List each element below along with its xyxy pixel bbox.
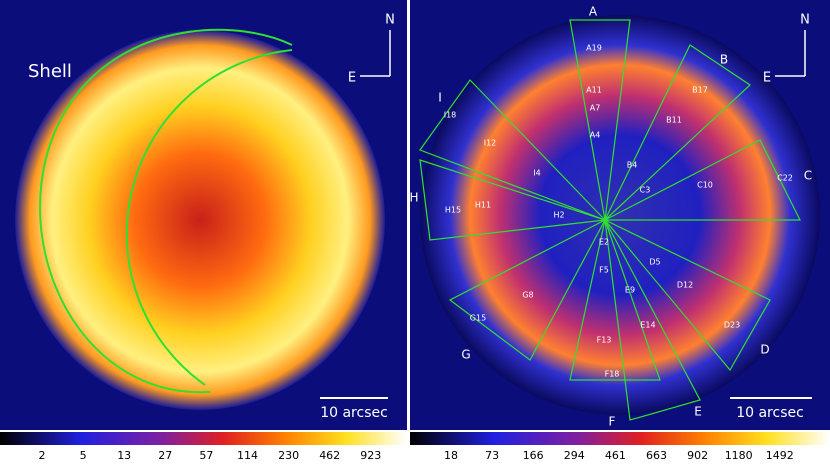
sector-label: G8 (522, 291, 533, 300)
colorbar-tick: 2 (39, 449, 46, 462)
sector-label: C3 (640, 186, 651, 195)
colorbar-tick: 1180 (725, 449, 753, 462)
compass-east: E (348, 71, 356, 86)
sector-label: B17 (692, 86, 708, 95)
sector-label: A11 (586, 86, 602, 95)
region-label: G (461, 348, 470, 362)
sector-label: G15 (470, 314, 486, 323)
sector-label: I12 (484, 139, 497, 148)
compass-north: N (385, 13, 395, 28)
region-label: E (694, 405, 702, 419)
region-label: A (589, 5, 598, 19)
panel-label: Shell (28, 61, 72, 82)
sector-label: I4 (533, 169, 540, 178)
colorbar-tick: 923 (360, 449, 381, 462)
colorbar-tick: 230 (278, 449, 299, 462)
colorbar-tick: 73 (485, 449, 499, 462)
shell-arc (125, 49, 293, 386)
colorbar-tick: 461 (605, 449, 626, 462)
colorbar-tick: 1492 (766, 449, 794, 462)
colorbar-tick: 5 (80, 449, 87, 462)
region-label: F (609, 415, 616, 429)
compass-north: N (800, 13, 810, 28)
sector-label: F18 (605, 370, 620, 379)
sector-label: H15 (445, 206, 461, 215)
sector-label: H11 (475, 201, 491, 210)
right-colorbar (410, 432, 830, 445)
sector-label: B4 (627, 161, 638, 170)
compass-east: E (763, 71, 771, 86)
colorbar-tick: 18 (444, 449, 458, 462)
left-colorbar (0, 432, 407, 445)
scale-label: 10 arcsec (736, 405, 804, 421)
colorbar-tick: 57 (199, 449, 213, 462)
sector-label: E9 (625, 286, 635, 295)
colorbar-tick: 13 (117, 449, 131, 462)
sector-label: E2 (599, 238, 609, 247)
colorbar-tick: 166 (523, 449, 544, 462)
colorbar-tick: 27 (158, 449, 172, 462)
sector-label: F5 (599, 266, 609, 275)
region-label: H (409, 191, 418, 205)
sector-label: E14 (640, 321, 655, 330)
sector-label: B11 (666, 116, 682, 125)
colorbar-tick: 902 (687, 449, 708, 462)
region-label: B (720, 53, 728, 67)
region-label: D (760, 343, 769, 357)
shell-arc (39, 28, 293, 394)
sector-label: F13 (597, 336, 612, 345)
sector-label: C22 (777, 174, 793, 183)
region-label: I (438, 91, 442, 105)
sector-label: H2 (553, 211, 564, 220)
labels: Shell N E N E 10 arcsec 10 arcsec A B C D E F G H I A19 A… (28, 5, 812, 463)
sector-label: A19 (586, 44, 602, 53)
colorbar-tick: 663 (646, 449, 667, 462)
sector-label: D12 (677, 281, 693, 290)
sector-label: D23 (724, 321, 740, 330)
sector-label: I18 (444, 111, 457, 120)
colorbar-tick: 294 (564, 449, 585, 462)
scale-label: 10 arcsec (320, 405, 388, 421)
sector-label: C10 (697, 181, 713, 190)
region-label: C (804, 169, 812, 183)
colorbar-tick: 114 (237, 449, 258, 462)
sector-label: A7 (590, 104, 601, 113)
nebula (420, 15, 820, 415)
sector-label: D5 (649, 258, 660, 267)
sector-label: A4 (590, 131, 601, 140)
sector-grid (419, 19, 801, 421)
nebula (15, 30, 385, 410)
colorbar-tick: 462 (319, 449, 340, 462)
